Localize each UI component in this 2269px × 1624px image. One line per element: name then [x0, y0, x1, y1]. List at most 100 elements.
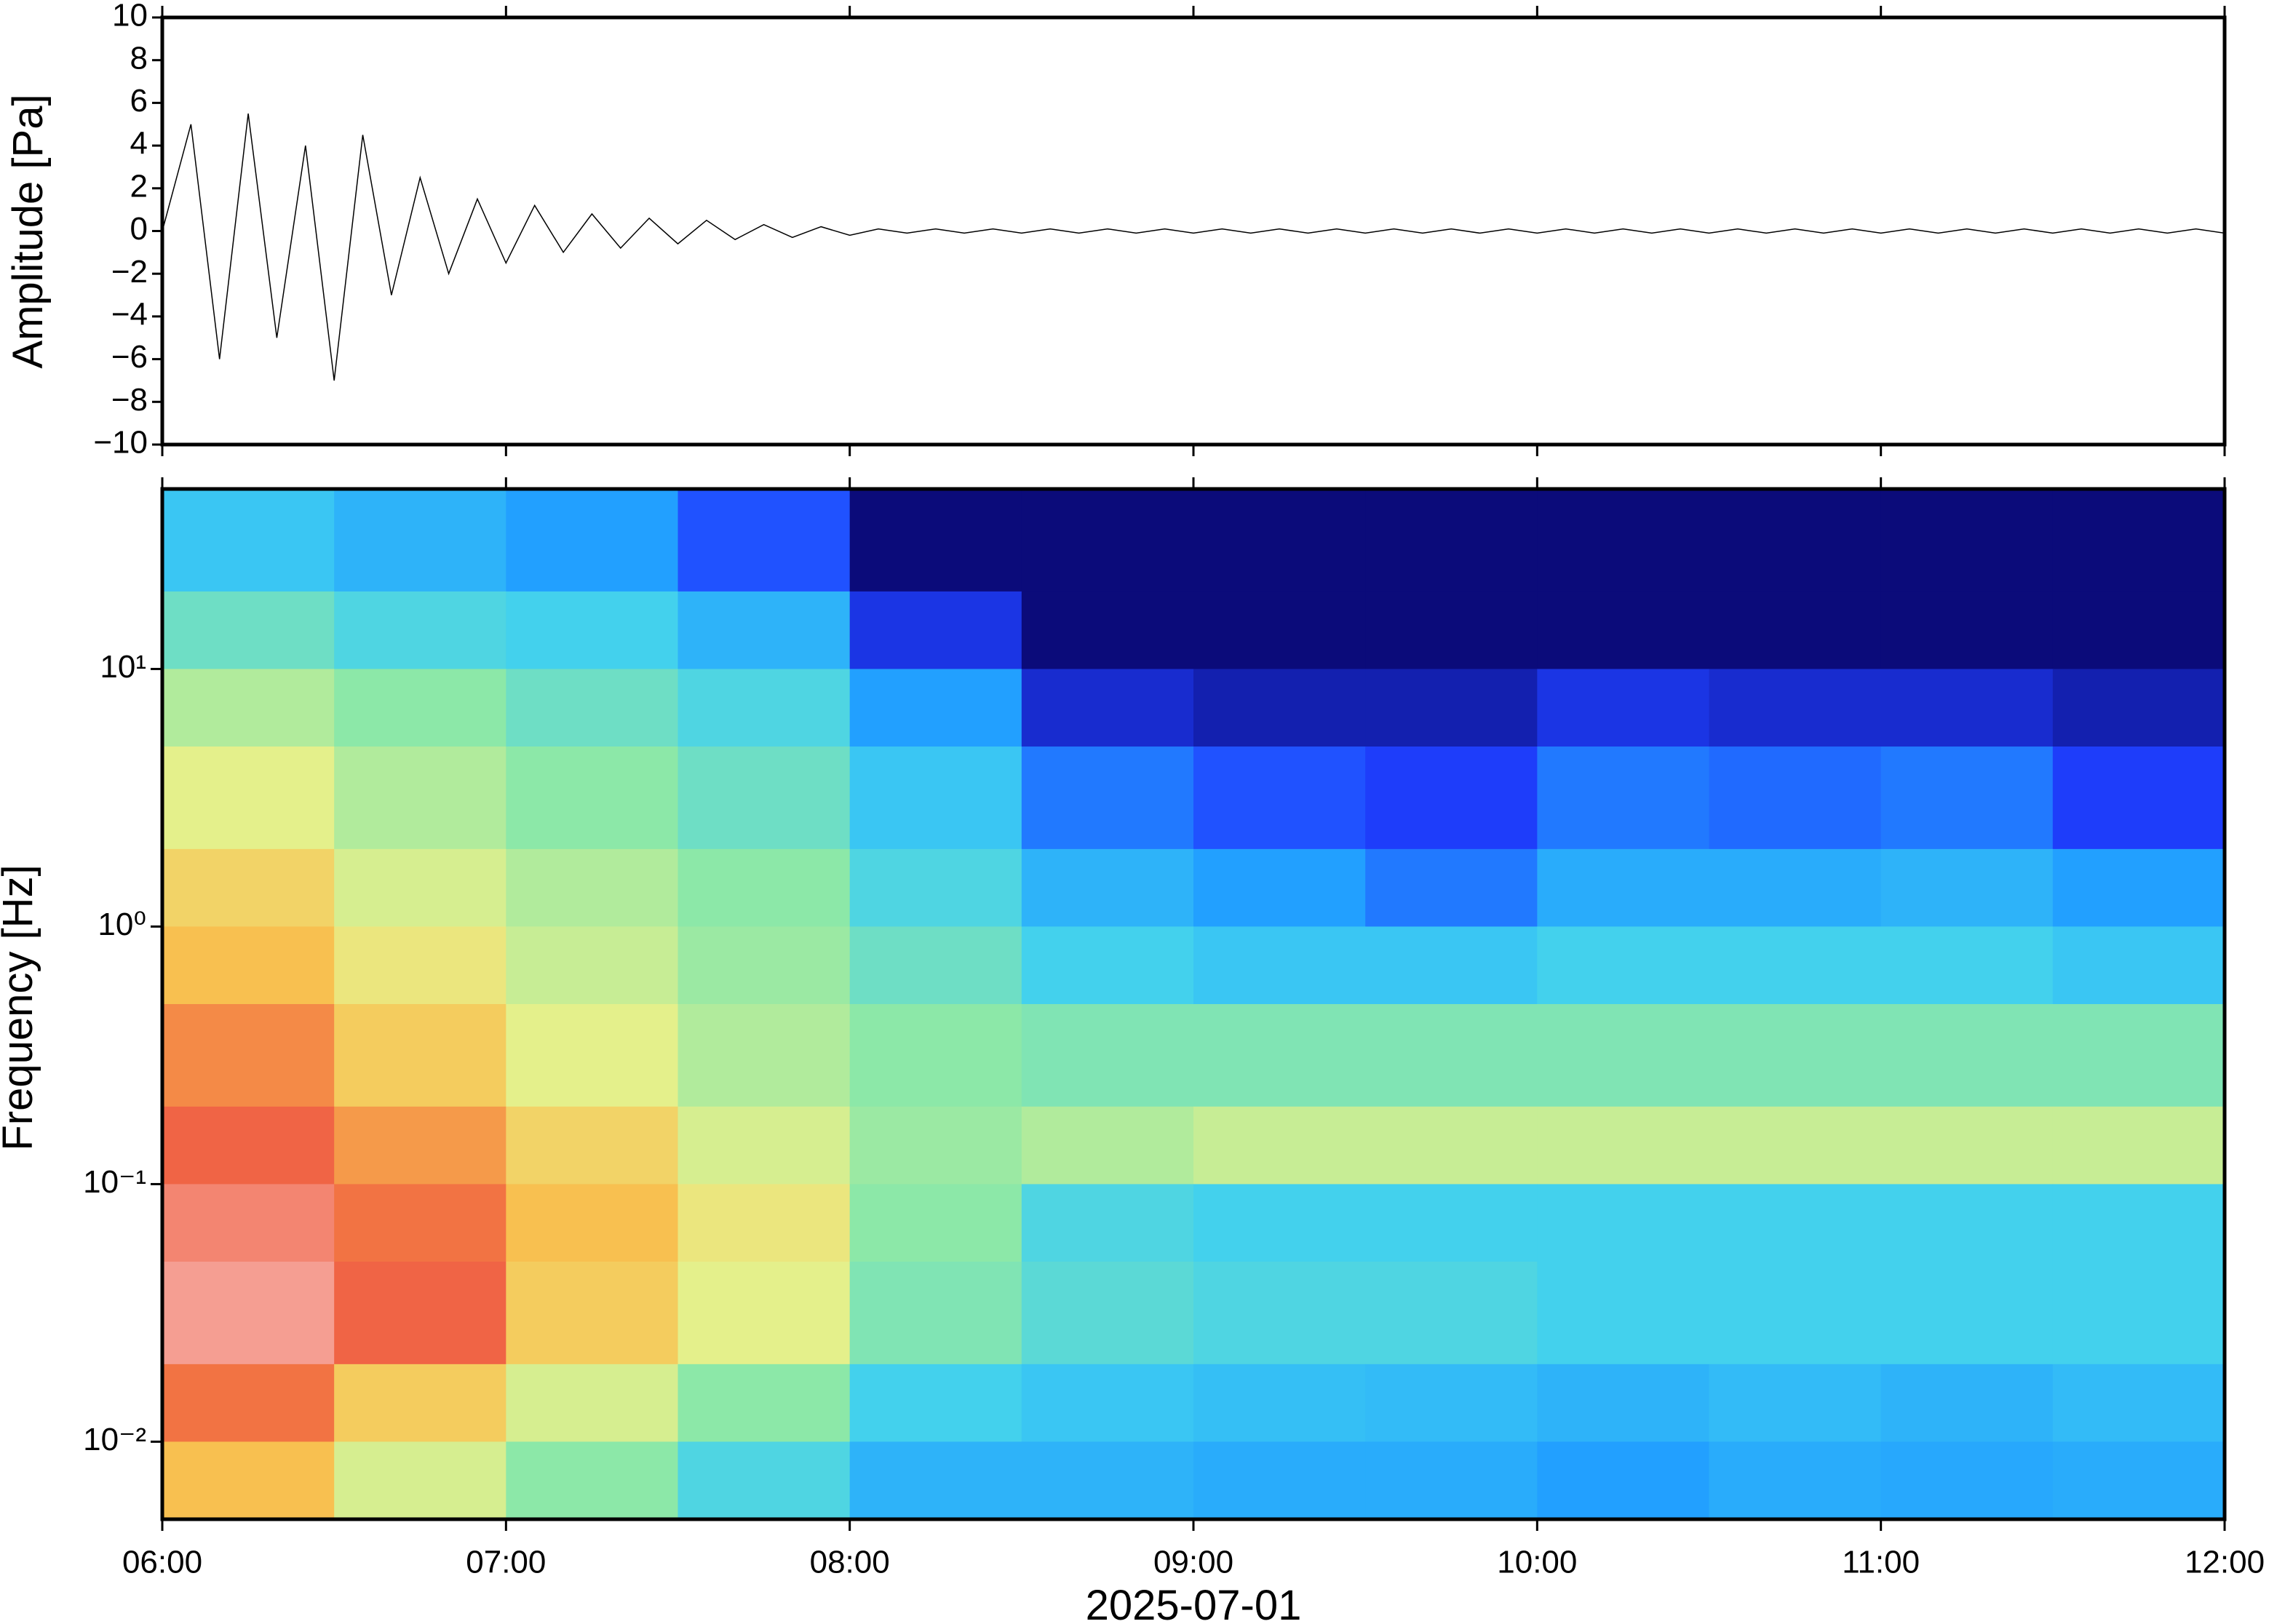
spectrogram-cell: [2052, 1262, 2225, 1365]
spectrogram-cell: [2052, 591, 2225, 669]
spectrogram-cell: [334, 848, 506, 927]
spectrogram-cell: [1709, 1184, 1882, 1262]
spectrogram-cell: [1537, 1184, 1709, 1262]
x-tick-label: 12:00: [2185, 1545, 2265, 1580]
spectrogram-cell: [334, 1364, 506, 1442]
spectrogram-cell: [506, 591, 678, 669]
spectrogram-cell: [506, 489, 678, 592]
spectrogram-cell: [1537, 1106, 1709, 1185]
spectrogram-cell: [849, 489, 1022, 592]
spectrogram-cell: [334, 1441, 506, 1520]
spectrogram-cell: [1537, 1262, 1709, 1365]
spectrogram-cell: [1193, 1106, 1366, 1185]
spectrogram-cell: [1365, 1441, 1538, 1520]
spectrogram-cell: [1193, 1364, 1366, 1442]
spectrogram-cell: [849, 1262, 1022, 1365]
y-tick-label: −10: [93, 425, 148, 461]
y-tick-label: −6: [111, 339, 148, 375]
spectrogram-cell: [1880, 489, 2054, 592]
spectrogram-cell: [506, 1364, 678, 1442]
x-tick-label: 09:00: [1153, 1545, 1233, 1580]
waveform: [162, 114, 2225, 381]
spectrogram-cell: [677, 1004, 851, 1107]
spectrogram-cell: [1193, 747, 1366, 850]
y-tick-label: 2: [130, 168, 148, 204]
spectrogram-cell: [1537, 591, 1709, 669]
spectrogram-cell: [334, 669, 506, 747]
spectrogram-cell: [1193, 1184, 1366, 1262]
spectrogram-cell: [1709, 1004, 1882, 1107]
spectrogram-cell: [506, 669, 678, 747]
spectrogram-cell: [162, 1262, 335, 1365]
spectrogram-cell: [1021, 747, 1194, 850]
spectrogram-cell: [162, 669, 335, 747]
spectrogram-cell: [506, 1106, 678, 1185]
spectrogram-cell: [1537, 1441, 1709, 1520]
spectrogram-cell: [1880, 926, 2054, 1005]
spectrogram-cell: [1709, 848, 1882, 927]
spectrogram-cell: [2052, 747, 2225, 850]
spectrogram-cell: [506, 747, 678, 850]
spectrogram-cell: [677, 848, 851, 927]
spectrogram-cell: [1880, 1106, 2054, 1185]
spectrogram-cell: [506, 1441, 678, 1520]
spectrogram-cell: [1365, 1004, 1538, 1107]
spectrogram-cell: [2052, 669, 2225, 747]
spectrogram-cell: [1365, 1262, 1538, 1365]
spectrogram-cell: [162, 489, 335, 592]
spectrogram-cell: [1193, 848, 1366, 927]
spectrogram-cell: [677, 669, 851, 747]
x-tick-label: 10:00: [1497, 1545, 1577, 1580]
spectrogram-cell: [1021, 1106, 1194, 1185]
spectrogram-cell: [162, 591, 335, 669]
spectrogram-cell: [1880, 848, 2054, 927]
frequency-axis-title: Frequency [Hz]: [0, 864, 41, 1150]
spectrogram-cell: [1365, 848, 1538, 927]
spectrogram-cell: [506, 926, 678, 1005]
spectrogram-cell: [2052, 1364, 2225, 1442]
spectrogram-cell: [162, 848, 335, 927]
spectrogram-cell: [334, 1184, 506, 1262]
spectrogram-cell: [849, 591, 1022, 669]
date-label: 2025-07-01: [1086, 1582, 1302, 1624]
spectrogram-cell: [1021, 848, 1194, 927]
spectrogram-cell: [1193, 489, 1366, 592]
spectrogram-cell: [506, 1262, 678, 1365]
spectrogram-cell: [849, 926, 1022, 1005]
plot-frame: [160, 15, 2227, 447]
spectrogram-cell: [1365, 1106, 1538, 1185]
spectrogram-cell: [506, 848, 678, 927]
spectrogram-cell: [1365, 1184, 1538, 1262]
y-tick-label: −4: [111, 297, 148, 333]
spectrogram-cell: [1709, 1441, 1882, 1520]
y-tick-label: 10: [112, 0, 148, 33]
spectrogram-cell: [334, 1262, 506, 1365]
spectrogram-cell: [2052, 848, 2225, 927]
spectrogram-cell: [1880, 1441, 2054, 1520]
spectrogram-cell: [334, 747, 506, 850]
spectrogram-cell: [849, 747, 1022, 850]
spectrogram-cell: [1193, 1004, 1366, 1107]
spectrogram-cell: [1365, 1364, 1538, 1442]
spectrogram-cell: [677, 591, 851, 669]
spectrogram-cell: [162, 926, 335, 1005]
spectrogram-cell: [677, 747, 851, 850]
spectrogram-cell: [506, 1004, 678, 1107]
spectrogram-cell: [1880, 1004, 2054, 1107]
spectrogram-cell: [1021, 1364, 1194, 1442]
spectrogram-cell: [677, 489, 851, 592]
spectrogram-cell: [1021, 591, 1194, 669]
spectrogram-cell: [162, 1364, 335, 1442]
spectrogram-cell: [2052, 1004, 2225, 1107]
y-tick-label: −8: [111, 382, 148, 418]
spectrogram-cell: [1193, 1441, 1366, 1520]
spectrogram-cell: [677, 926, 851, 1005]
spectrogram-cell: [162, 747, 335, 850]
spectrogram-cell: [1537, 1364, 1709, 1442]
x-tick-label: 11:00: [1842, 1545, 1920, 1580]
spectrogram-cell: [1709, 1364, 1882, 1442]
amplitude-axis-title: Amplitude [Pa]: [4, 94, 52, 368]
y-tick-label: 6: [130, 83, 148, 119]
spectrogram-cell: [1193, 669, 1366, 747]
